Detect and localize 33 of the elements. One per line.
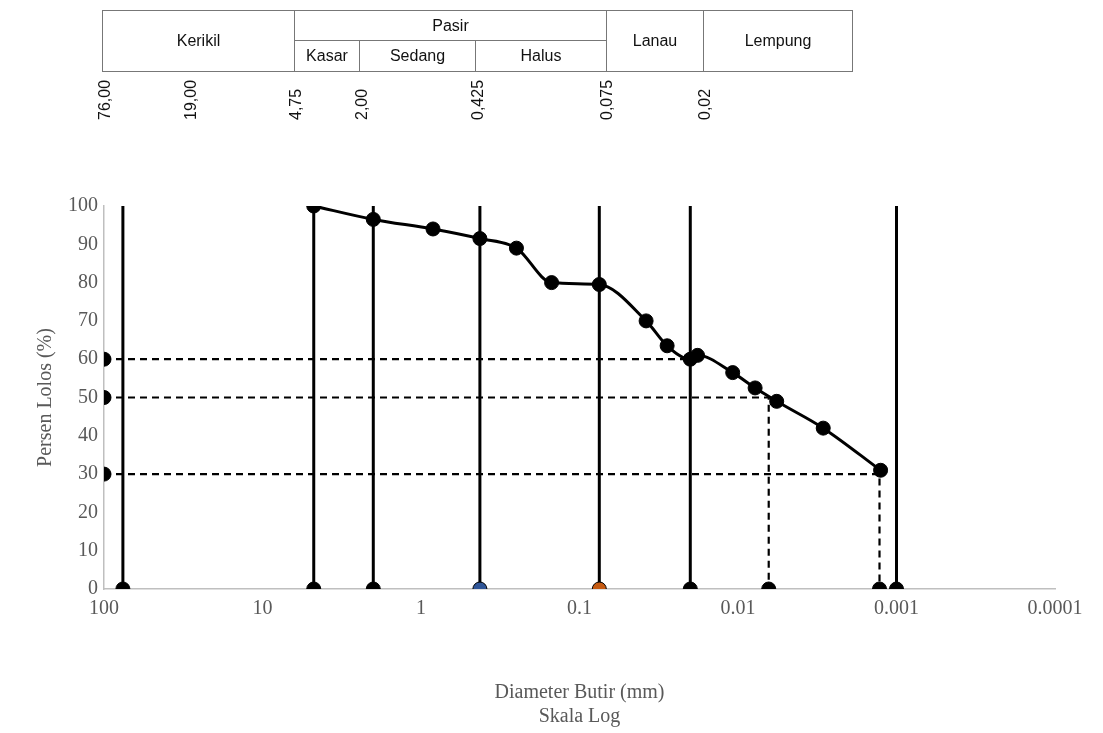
x-tick-label: 0.1: [567, 596, 592, 619]
y-tick-label: 60: [78, 346, 98, 369]
text: Kasar: [294, 40, 360, 72]
y-tick-label: 80: [78, 269, 98, 292]
text: Halus: [475, 40, 607, 72]
y-tick-label: 0: [88, 576, 98, 599]
text: 76,00: [96, 79, 114, 120]
y-tick-label: 100: [68, 193, 98, 216]
y-tick-label: 20: [78, 499, 98, 522]
y-axis-title: Persen Lolos (%): [33, 328, 57, 467]
x-tick-label: 10: [252, 596, 273, 619]
text: Lempung: [703, 10, 853, 72]
x-tick-label: 0.01: [720, 596, 756, 619]
x-tick-label: 0.0001: [1027, 596, 1083, 619]
y-tick-label: 40: [78, 423, 98, 446]
y-tick-label: 10: [78, 537, 98, 560]
text: 0,075: [598, 79, 616, 120]
text: 2,00: [353, 88, 371, 120]
y-tick-label: 70: [78, 308, 98, 331]
text: 0,425: [469, 79, 487, 120]
text: Pasir: [294, 10, 607, 41]
text: 4,75: [287, 88, 305, 120]
text: 0,02: [696, 88, 714, 120]
text: Lanau: [606, 10, 704, 72]
x-tick-label: 1: [416, 596, 426, 619]
text: Sedang: [359, 40, 476, 72]
x-axis-title: Diameter Butir (mm) Skala Log: [494, 680, 665, 728]
y-tick-label: 30: [78, 461, 98, 484]
text: Kerikil: [102, 10, 295, 72]
text: 19,00: [182, 79, 200, 120]
y-tick-label: 50: [78, 384, 98, 407]
y-tick-label: 90: [78, 231, 98, 254]
x-tick-label: 0.001: [874, 596, 919, 619]
